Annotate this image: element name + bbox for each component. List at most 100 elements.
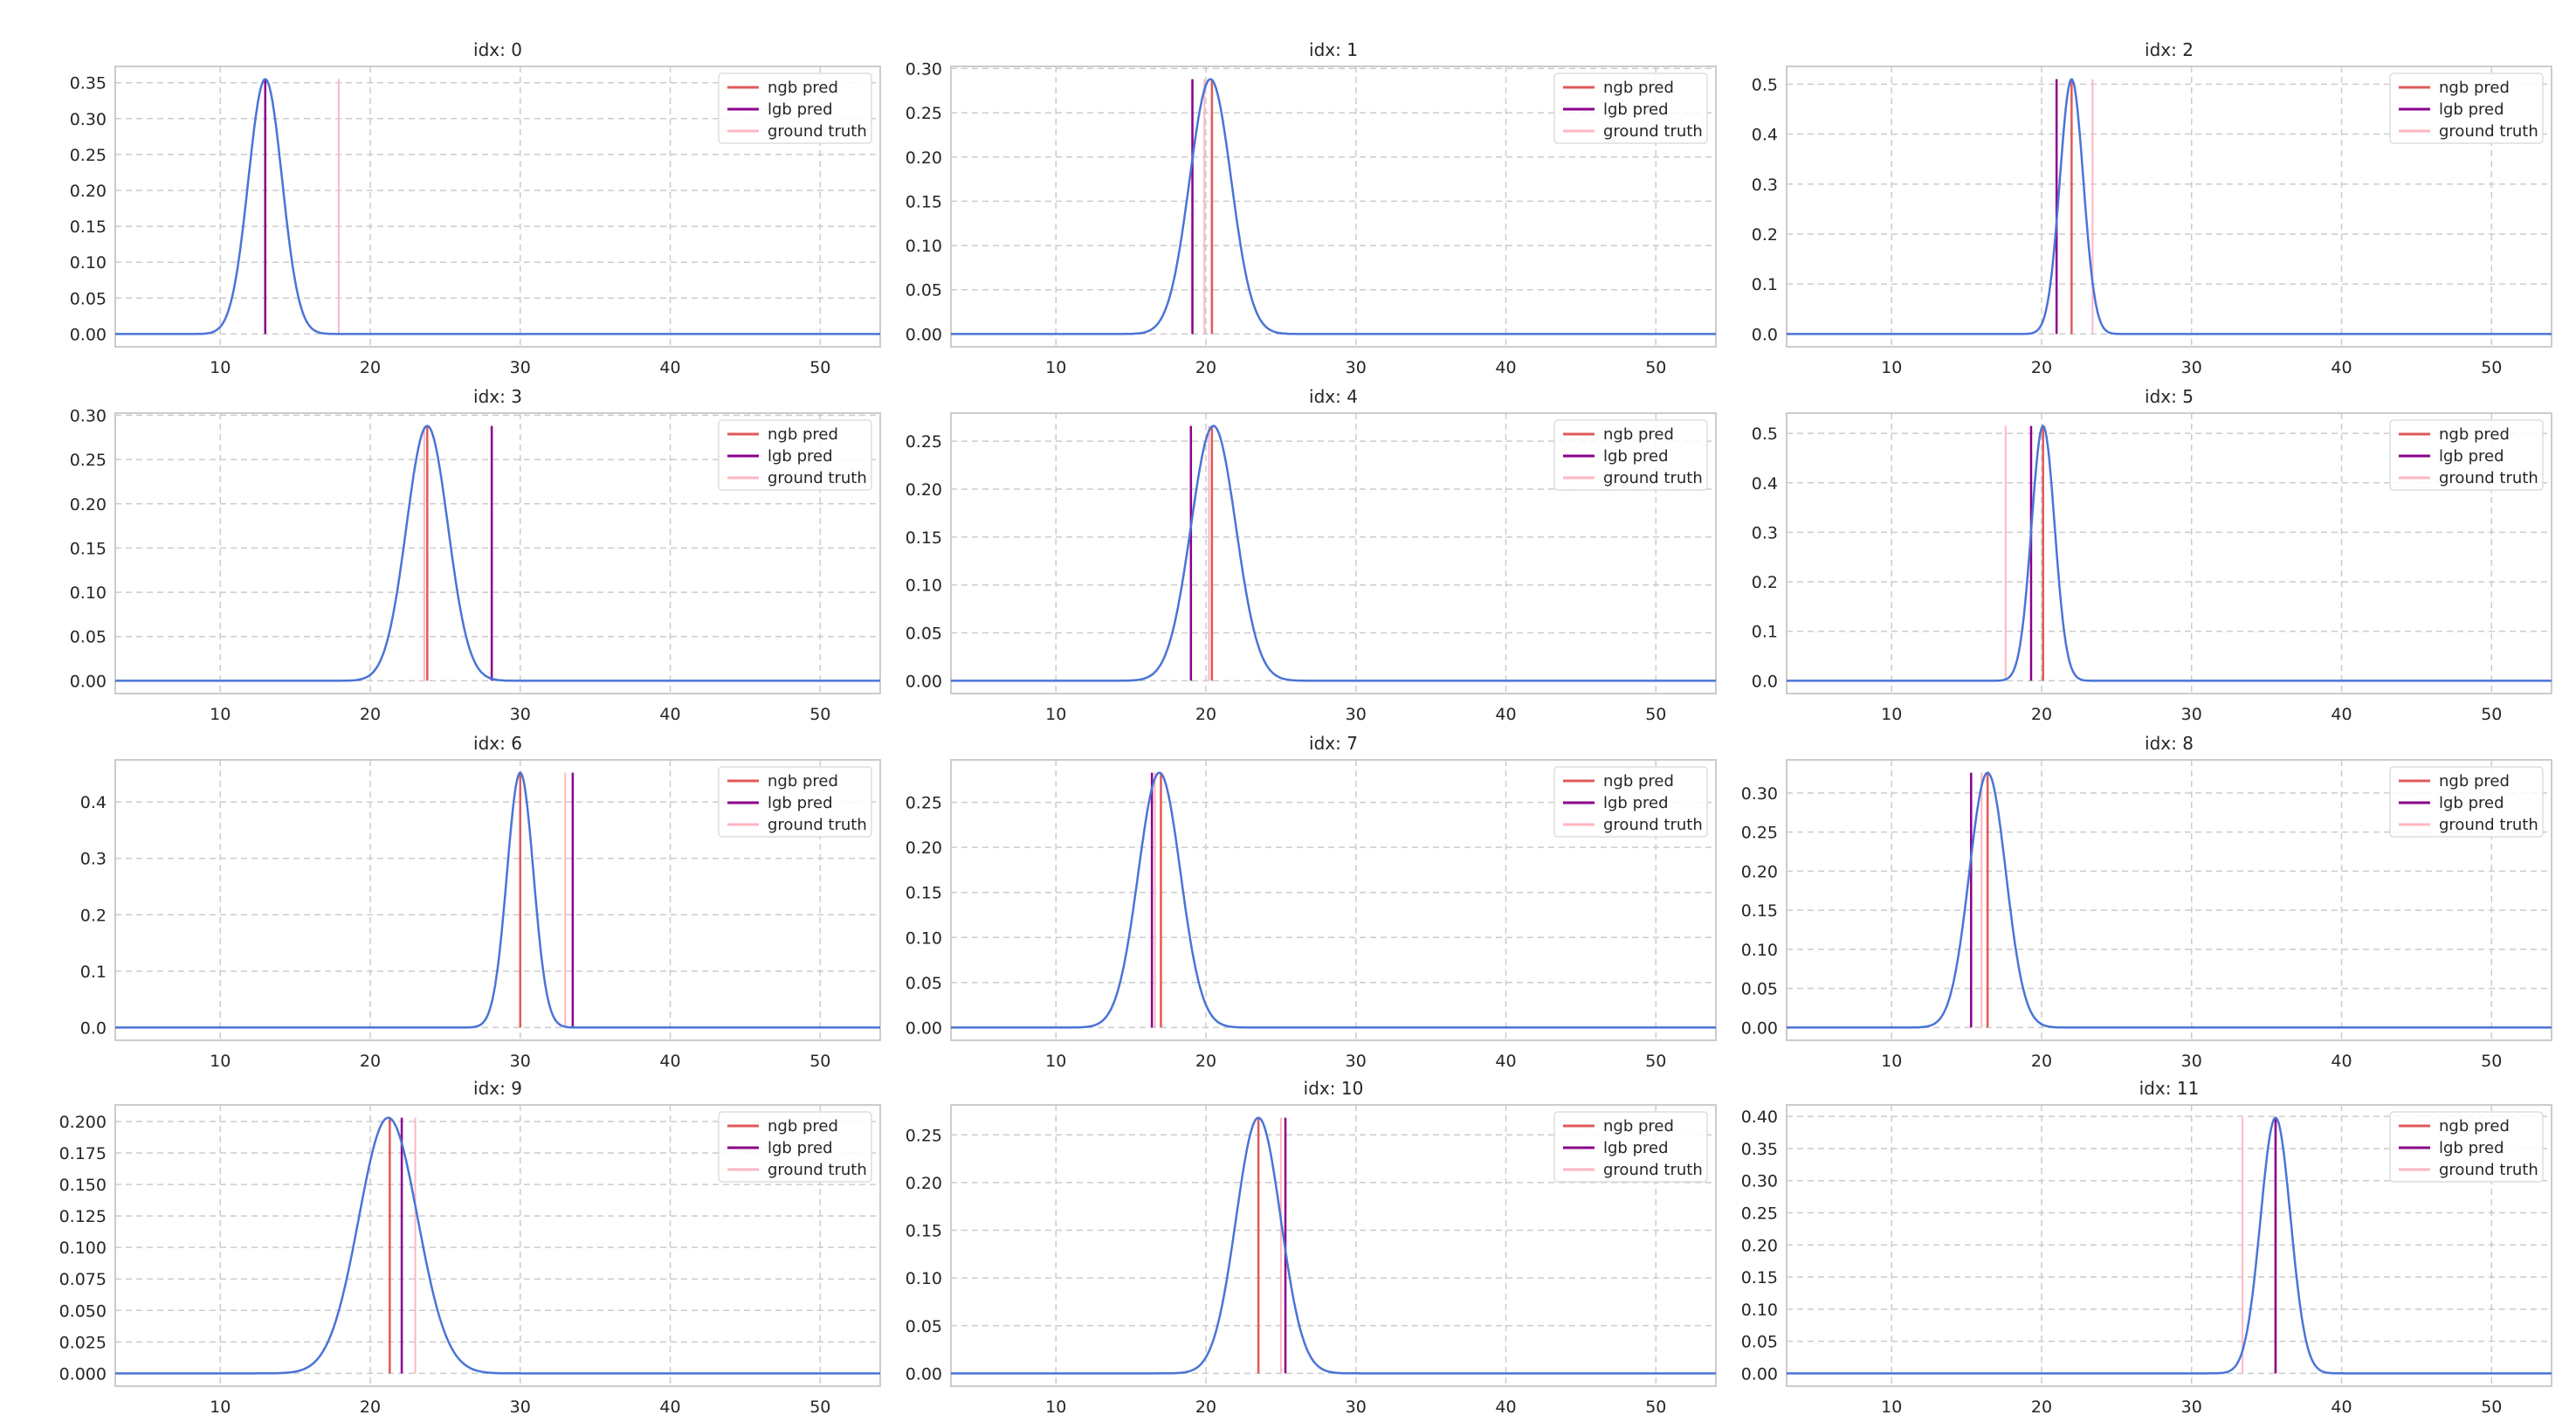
x-tick-label: 40 xyxy=(2331,705,2352,724)
subplot-title: idx: 1 xyxy=(1309,39,1358,60)
legend: ngb pred lgb pred ground truth xyxy=(718,1111,872,1183)
x-tick-label: 20 xyxy=(360,358,381,377)
x-tick-label: 30 xyxy=(510,358,531,377)
y-tick-label: 0.00 xyxy=(906,1364,942,1384)
x-tick-label: 40 xyxy=(2331,358,2352,377)
legend-box xyxy=(1553,1111,1708,1183)
y-tick-label: 0.05 xyxy=(1741,980,1778,999)
x-tick-label: 50 xyxy=(2481,358,2502,377)
x-tick-label: 50 xyxy=(2481,1398,2502,1415)
axes-frame xyxy=(950,412,1717,694)
legend-label: ground truth xyxy=(768,469,867,487)
legend-label: lgb pred xyxy=(768,100,833,119)
legend-label: ngb pred xyxy=(1603,772,1674,790)
pdf-curve xyxy=(951,78,1716,335)
x-tick-label: 10 xyxy=(1045,705,1066,724)
legend-box xyxy=(718,72,872,144)
y-tick-label: 0.00 xyxy=(1741,1364,1778,1384)
axes-frame xyxy=(1786,759,2552,1041)
y-tick-label: 0.05 xyxy=(1741,1333,1778,1352)
y-tick-label: 0.15 xyxy=(70,539,107,558)
x-tick-label: 20 xyxy=(2031,1398,2052,1415)
subplot-title: idx: 9 xyxy=(473,1078,522,1099)
axes-frame xyxy=(950,1104,1717,1387)
x-tick-label: 30 xyxy=(1346,1398,1367,1415)
y-tick-label: 0.40 xyxy=(1741,1108,1778,1127)
y-tick-label: 0.05 xyxy=(70,628,107,647)
legend-label: ground truth xyxy=(1603,816,1703,834)
x-tick-label: 30 xyxy=(1346,1052,1367,1071)
y-tick-label: 0.10 xyxy=(906,928,942,948)
legend-label: lgb pred xyxy=(2439,100,2504,119)
axes-frame xyxy=(114,1104,881,1387)
legend: ngb pred lgb pred ground truth xyxy=(2389,766,2544,838)
pdf-curve xyxy=(951,424,1716,682)
y-tick-label: 0.25 xyxy=(906,432,942,452)
x-tick-label: 10 xyxy=(210,705,231,724)
x-tick-label: 40 xyxy=(659,705,680,724)
legend-label: ground truth xyxy=(2439,1161,2538,1179)
legend-label: ngb pred xyxy=(2439,425,2510,444)
x-tick-label: 50 xyxy=(1645,1052,1666,1071)
x-tick-label: 20 xyxy=(2031,1052,2052,1071)
y-tick-label: 0.00 xyxy=(70,325,107,344)
legend-label: ngb pred xyxy=(2439,772,2510,790)
y-tick-label: 0.1 xyxy=(1752,275,1778,294)
y-tick-label: 0.20 xyxy=(906,148,942,168)
y-tick-label: 0.3 xyxy=(1752,176,1778,195)
y-tick-label: 0.10 xyxy=(70,583,107,603)
x-tick-label: 40 xyxy=(659,358,680,377)
x-tick-label: 10 xyxy=(1881,1052,1902,1071)
legend-label: lgb pred xyxy=(2439,1139,2504,1157)
axes-frame xyxy=(950,66,1717,348)
y-tick-label: 0.10 xyxy=(1741,1301,1778,1320)
y-tick-label: 0.125 xyxy=(59,1207,107,1226)
legend: ngb pred lgb pred ground truth xyxy=(1553,72,1708,144)
x-tick-label: 10 xyxy=(210,1052,231,1071)
x-tick-label: 40 xyxy=(659,1052,680,1071)
y-tick-label: 0.25 xyxy=(906,794,942,813)
y-tick-label: 0.10 xyxy=(906,237,942,256)
legend: ngb pred lgb pred ground truth xyxy=(2389,1111,2544,1183)
x-tick-label: 50 xyxy=(2481,705,2502,724)
legend-label: lgb pred xyxy=(768,1139,833,1157)
y-tick-label: 0.30 xyxy=(1741,1172,1778,1191)
legend-label: ngb pred xyxy=(768,772,838,790)
y-tick-label: 0.10 xyxy=(906,576,942,596)
subplot-title: idx: 4 xyxy=(1309,386,1358,407)
y-tick-label: 0.15 xyxy=(906,1222,942,1241)
x-tick-label: 50 xyxy=(809,705,830,724)
legend-label: ground truth xyxy=(768,816,867,834)
y-tick-label: 0.3 xyxy=(1752,523,1778,542)
legend: ngb pred lgb pred ground truth xyxy=(718,766,872,838)
y-tick-label: 0.25 xyxy=(1741,824,1778,843)
legend-label: ngb pred xyxy=(768,425,838,444)
x-tick-label: 30 xyxy=(510,1398,531,1415)
x-tick-label: 10 xyxy=(1045,358,1066,377)
subplot-title: idx: 5 xyxy=(2145,386,2194,407)
legend-label: lgb pred xyxy=(1603,100,1669,119)
y-tick-label: 0.025 xyxy=(59,1333,107,1352)
legend-label: ground truth xyxy=(2439,469,2538,487)
x-tick-label: 50 xyxy=(809,1052,830,1071)
y-tick-label: 0.20 xyxy=(70,495,107,514)
pdf-curve xyxy=(1787,78,2552,335)
y-tick-label: 0.00 xyxy=(906,672,942,691)
x-tick-label: 40 xyxy=(1495,1398,1516,1415)
x-tick-label: 30 xyxy=(510,705,531,724)
subplot-title: idx: 7 xyxy=(1309,733,1358,754)
y-tick-label: 0.25 xyxy=(70,146,107,165)
x-tick-label: 50 xyxy=(2481,1052,2502,1071)
y-tick-label: 0.05 xyxy=(906,281,942,300)
legend-label: lgb pred xyxy=(2439,447,2504,466)
x-tick-label: 10 xyxy=(1881,1398,1902,1415)
subplot-5: idx: 5 10 20 30 40 50 0.0 0.1 0.2 0.3 0.4 0.5 ngb pr… xyxy=(1752,386,2552,724)
y-tick-label: 0.15 xyxy=(1741,1268,1778,1287)
y-tick-label: 0.25 xyxy=(906,1126,942,1145)
x-tick-label: 50 xyxy=(809,358,830,377)
legend-label: ground truth xyxy=(768,122,867,141)
legend-label: ngb pred xyxy=(768,1117,838,1135)
y-tick-label: 0.00 xyxy=(1741,1018,1778,1038)
subplot-8: idx: 8 10 20 30 40 50 0.00 0.05 0.10 0.15 0.20 0.25… xyxy=(1741,733,2552,1071)
x-tick-label: 50 xyxy=(1645,705,1666,724)
